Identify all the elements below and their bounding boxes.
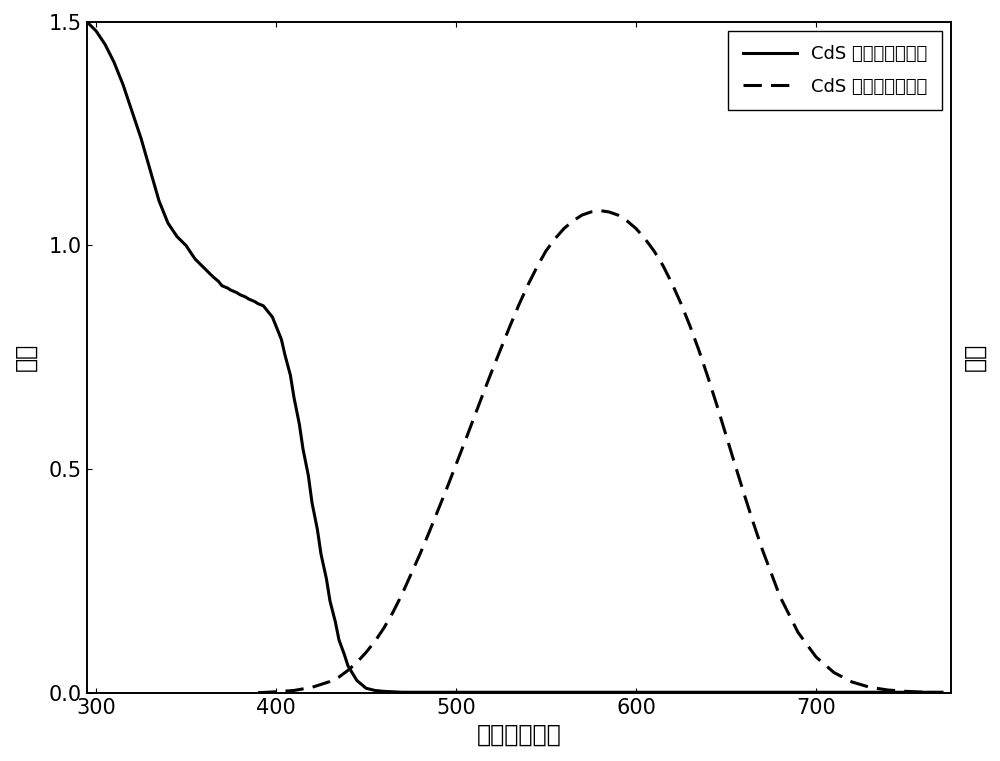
- CdS 量子点吸收光谱: [486, 688, 498, 697]
- X-axis label: 波长（纳米）: 波长（纳米）: [477, 723, 561, 747]
- CdS 量子点发光光谱: [936, 688, 948, 697]
- CdS 量子点发光光谱: [459, 437, 471, 446]
- CdS 量子点吸收光谱: [230, 288, 242, 297]
- CdS 量子点发光光谱: [441, 483, 453, 492]
- CdS 量子点吸收光谱: [810, 688, 822, 697]
- CdS 量子点发光光谱: [594, 206, 606, 215]
- CdS 量子点发光光谱: [918, 688, 930, 697]
- CdS 量子点吸收光谱: [81, 18, 93, 27]
- Y-axis label: 吸收: 吸收: [14, 343, 38, 371]
- CdS 量子点发光光谱: [684, 321, 696, 330]
- Line: CdS 量子点发光光谱: CdS 量子点发光光谱: [258, 211, 942, 693]
- CdS 量子点吸收光谱: [936, 688, 948, 697]
- CdS 量子点吸收光谱: [212, 277, 224, 286]
- CdS 量子点发光光谱: [252, 688, 264, 697]
- CdS 量子点吸收光谱: [396, 688, 408, 697]
- Y-axis label: 荧光: 荧光: [962, 343, 986, 371]
- Line: CdS 量子点吸收光谱: CdS 量子点吸收光谱: [87, 22, 942, 693]
- CdS 量子点吸收光谱: [293, 420, 305, 429]
- Legend: CdS 量子点吸收光谱, CdS 量子点发光光谱: CdS 量子点吸收光谱, CdS 量子点发光光谱: [728, 31, 942, 110]
- CdS 量子点发光光谱: [549, 234, 561, 244]
- CdS 量子点吸收光谱: [266, 313, 278, 322]
- CdS 量子点发光光谱: [567, 216, 579, 225]
